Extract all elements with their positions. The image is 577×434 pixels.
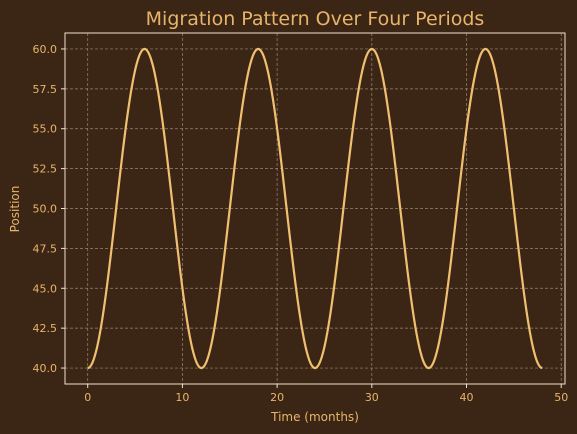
x-tick-label: 0 xyxy=(84,391,91,404)
y-axis-label: Position xyxy=(8,186,22,233)
y-tick-label: 60.0 xyxy=(33,43,58,56)
y-axis-ticks: 40.0 42.5 45.0 47.5 50.0 52.5 55.0 57.5 60.0 xyxy=(33,43,65,375)
x-tick-label: 10 xyxy=(175,391,189,404)
x-tick-label: 30 xyxy=(365,391,379,404)
y-tick-label: 52.5 xyxy=(33,163,58,176)
x-tick-label: 20 xyxy=(270,391,284,404)
x-axis-ticks: 0 10 20 30 40 50 xyxy=(84,384,568,404)
grid-lines xyxy=(65,33,565,384)
y-tick-label: 50.0 xyxy=(33,203,58,216)
series-line xyxy=(87,47,543,370)
y-tick-label: 57.5 xyxy=(33,83,58,96)
x-axis-label: Time (months) xyxy=(270,410,359,424)
y-tick-label: 55.0 xyxy=(33,123,58,136)
y-tick-label: 42.5 xyxy=(33,322,58,335)
y-tick-label: 40.0 xyxy=(33,362,58,375)
x-tick-label: 40 xyxy=(460,391,474,404)
chart-title: Migration Pattern Over Four Periods xyxy=(146,8,485,30)
x-tick-label: 50 xyxy=(554,391,568,404)
y-tick-label: 47.5 xyxy=(33,242,58,255)
y-tick-label: 45.0 xyxy=(33,282,58,295)
